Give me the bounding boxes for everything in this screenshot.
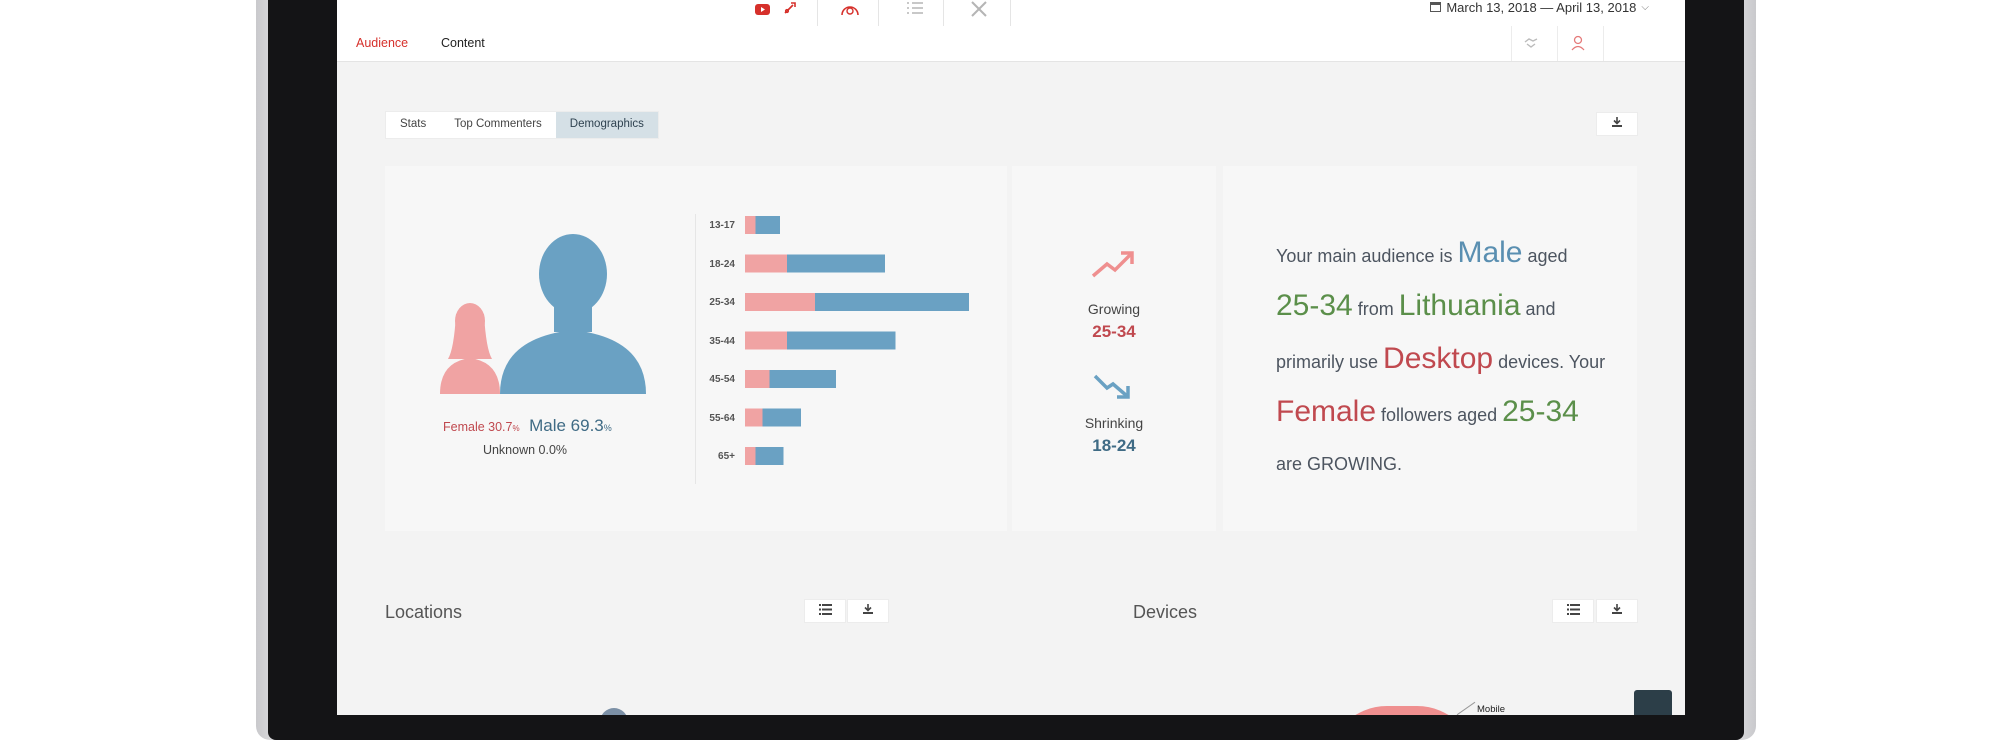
checklist-icon[interactable] (905, 1, 925, 22)
summary-country: Lithuania (1398, 289, 1521, 322)
female-share: Female 30.7% (443, 420, 523, 434)
summary-text-1: Your main audience is (1276, 246, 1458, 266)
calendar-icon (1430, 0, 1442, 16)
youtube-icon[interactable] (755, 2, 770, 20)
bar-18-24-series-1 (787, 254, 885, 273)
trend-up-icon (1091, 250, 1137, 285)
summary-text-2: aged (1522, 246, 1568, 266)
tab-content[interactable]: Content (441, 36, 485, 50)
tick-label-25-34: 25-34 (709, 297, 735, 308)
bar-35-44-series-0 (745, 331, 787, 350)
devices-pie-leader (1456, 701, 1476, 715)
summary-text-6: followers aged (1376, 405, 1503, 425)
bar-65+-series-1 (755, 447, 784, 465)
audience-summary: Your main audience is Male aged 25-34 fr… (1276, 228, 1606, 489)
gauge-icon[interactable] (840, 1, 860, 22)
male-figure-icon (500, 234, 646, 394)
sub-navigation: Audience Content (337, 26, 1685, 62)
trend-down-icon (1093, 372, 1133, 405)
female-pct-sign: % (512, 424, 520, 433)
chat-button[interactable] (1634, 690, 1672, 715)
tools-icon[interactable] (969, 0, 989, 23)
female-figure-icon (440, 303, 500, 394)
handshake-icon[interactable] (1523, 36, 1539, 55)
male-share-value: Male 69.3 (529, 416, 604, 435)
tick-label-13-17: 13-17 (709, 220, 735, 231)
summary-device: Desktop (1383, 342, 1494, 375)
summary-text-5: devices. Your (1493, 352, 1606, 372)
summary-gender-male: Male (1457, 236, 1523, 269)
tick-label-35-44: 35-44 (709, 335, 735, 347)
bar-18-24-series-0 (745, 254, 787, 273)
devices-download-button[interactable] (1596, 599, 1638, 623)
rocket-icon[interactable] (783, 1, 797, 20)
user-icon[interactable] (1571, 35, 1585, 56)
download-icon (862, 602, 874, 620)
gender-age-panel: Female 30.7% Male 69.3% Unknown 0.0% 13-… (385, 166, 1007, 531)
bar-13-17-series-0 (745, 216, 756, 234)
date-range-text: March 13, 2018 — April 13, 2018 (1446, 0, 1637, 15)
summary-age-1: 25-34 (1276, 289, 1353, 322)
app-screen: March 13, 2018 — April 13, 2018 ⌵ Audien… (337, 0, 1685, 715)
tick-label-45-54: 45-54 (709, 374, 735, 385)
tick-label-55-64: 55-64 (709, 412, 735, 424)
summary-age-2: 25-34 (1502, 395, 1579, 428)
summary-text-4: and primarily use (1276, 299, 1556, 372)
male-share: Male 69.3% (529, 416, 612, 435)
gender-figures (440, 234, 646, 394)
download-icon (1611, 115, 1623, 133)
date-range-picker[interactable]: March 13, 2018 — April 13, 2018 ⌵ (1430, 0, 1649, 16)
trend-panel: Growing 25-34 Shrinking 18-24 (1012, 166, 1216, 531)
locations-list-button[interactable] (804, 599, 846, 623)
summary-panel (1223, 166, 1637, 531)
female-share-value: Female 30.7 (443, 420, 513, 434)
top-toolbar: March 13, 2018 — April 13, 2018 ⌵ (337, 0, 1685, 27)
growing-value: 25-34 (1092, 322, 1136, 341)
gender-legend: Female 30.7% Male 69.3% (443, 416, 643, 436)
shrinking-value: 18-24 (1092, 436, 1136, 455)
bar-55-64-series-0 (745, 408, 763, 427)
devices-pie-preview (1327, 706, 1477, 715)
locations-map-preview (600, 708, 628, 715)
shrinking-label: Shrinking (1084, 415, 1144, 431)
bar-25-34-series-0 (745, 293, 815, 311)
devices-title: Devices (1133, 602, 1198, 622)
bar-25-34-series-1 (815, 293, 969, 311)
bar-45-54-series-0 (745, 370, 770, 388)
bar-45-54-series-1 (769, 370, 836, 388)
download-icon (1611, 602, 1623, 620)
tab-audience[interactable]: Audience (356, 36, 409, 50)
age-bar-chart: 13-17 18-24 25-34 35-44 45-54 55-64 65+ (705, 211, 995, 491)
list-icon (818, 602, 832, 620)
unknown-share: Unknown 0.0% (482, 443, 568, 457)
download-button[interactable] (1596, 112, 1638, 136)
tab-top-commenters[interactable]: Top Commenters (454, 118, 542, 130)
locations-download-button[interactable] (847, 599, 889, 623)
chevron-down-icon: ⌵ (1641, 2, 1649, 13)
list-icon (1566, 602, 1580, 620)
summary-text-3: from (1352, 299, 1399, 319)
devices-list-button[interactable] (1552, 599, 1594, 623)
male-pct-sign: % (603, 423, 612, 433)
summary-gender-female: Female (1276, 395, 1377, 428)
summary-text-7: are GROWING. (1276, 454, 1403, 474)
tick-label-65+: 65+ (718, 451, 735, 462)
growing-label: Growing (1087, 301, 1141, 317)
bar-13-17-series-1 (755, 216, 780, 234)
report-tabs: Stats Top Commenters Demographics (385, 111, 659, 139)
tab-stats[interactable]: Stats (400, 118, 427, 130)
locations-title: Locations (385, 602, 463, 622)
bar-55-64-series-1 (762, 408, 801, 427)
bar-35-44-series-1 (787, 331, 896, 350)
chart-divider (695, 214, 696, 484)
tick-label-18-24: 18-24 (709, 258, 735, 270)
devices-pie-label: Mobile (1477, 704, 1505, 715)
tab-demographics[interactable]: Demographics (555, 112, 658, 138)
bar-65+-series-0 (745, 447, 756, 465)
age-bars-svg (745, 216, 969, 465)
